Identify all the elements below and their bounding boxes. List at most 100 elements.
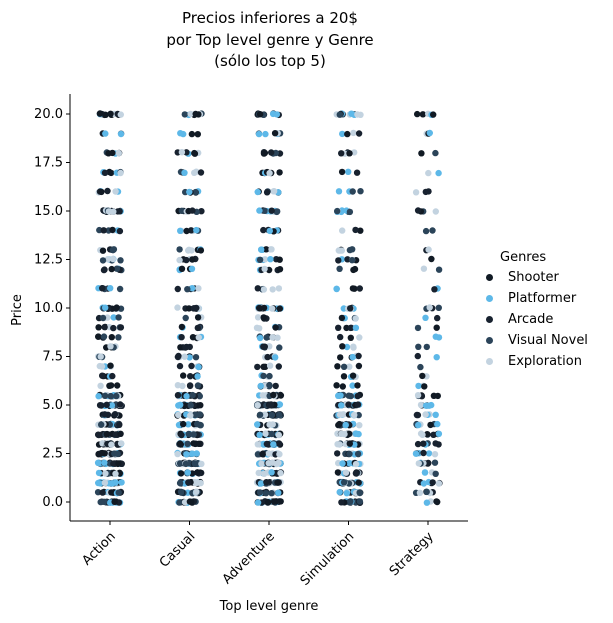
point-platformer	[102, 130, 109, 137]
point-exploration	[117, 111, 125, 118]
point-arcade	[354, 392, 361, 400]
point-visual-novel	[184, 286, 191, 293]
point-arcade	[420, 449, 427, 457]
point-arcade	[260, 343, 267, 350]
point-exploration	[268, 246, 275, 253]
point-exploration	[261, 256, 269, 263]
point-visual-novel	[346, 246, 354, 254]
y-axis-label: Price	[10, 294, 25, 326]
legend-item-arcade: Arcade	[486, 312, 553, 327]
axes: 0.0 2.5 5.0 7.5 10.0 12.5 15.0 17.5 20.0 Action Ca…	[10, 94, 468, 614]
point-shooter	[337, 354, 344, 361]
point-platformer	[333, 285, 340, 293]
point-shooter	[350, 266, 357, 274]
point-visual-novel	[100, 333, 108, 340]
point-exploration	[181, 353, 188, 360]
point-platformer	[343, 343, 351, 351]
point-visual-novel	[432, 149, 439, 157]
point-shooter	[428, 255, 435, 263]
point-exploration	[260, 286, 268, 293]
point-visual-novel	[268, 412, 276, 419]
point-shooter	[256, 111, 264, 118]
point-visual-novel	[260, 372, 267, 380]
point-shooter	[115, 460, 122, 467]
point-platformer	[254, 499, 262, 506]
point-shooter	[277, 498, 284, 505]
legend-label: Shooter	[508, 270, 559, 285]
point-shooter	[177, 470, 185, 477]
point-platformer	[425, 450, 433, 457]
point-visual-novel	[336, 111, 343, 118]
point-shooter	[333, 382, 340, 389]
point-shooter	[334, 469, 342, 476]
point-visual-novel	[189, 391, 196, 399]
point-arcade	[99, 285, 106, 292]
point-shooter	[195, 440, 202, 447]
legend-item-exploration: Exploration	[486, 354, 582, 369]
point-arcade	[414, 411, 422, 419]
point-arcade	[178, 334, 185, 341]
point-shooter	[272, 324, 279, 331]
point-exploration	[269, 286, 276, 293]
point-exploration	[181, 499, 189, 506]
point-shooter	[98, 188, 105, 196]
point-visual-novel	[107, 392, 114, 400]
point-exploration	[187, 412, 194, 419]
point-shooter	[354, 382, 361, 389]
point-shooter	[107, 362, 114, 369]
point-platformer	[188, 265, 196, 272]
point-shooter	[183, 227, 190, 235]
point-visual-novel	[256, 256, 264, 263]
y-tick-label: 10.0	[34, 301, 63, 316]
point-visual-novel	[177, 488, 185, 495]
point-exploration	[352, 315, 359, 322]
point-exploration	[336, 411, 344, 418]
point-platformer	[186, 188, 193, 196]
point-arcade	[178, 431, 185, 439]
point-shooter	[419, 372, 426, 380]
point-platformer	[101, 459, 108, 466]
point-platformer	[258, 246, 265, 253]
point-visual-novel	[346, 450, 353, 458]
point-visual-novel	[101, 392, 109, 399]
point-platformer	[270, 441, 277, 448]
point-visual-novel	[268, 430, 275, 438]
point-arcade	[414, 440, 422, 448]
point-shooter	[276, 169, 283, 176]
point-platformer	[257, 382, 264, 390]
point-arcade	[188, 362, 195, 370]
point-platformer	[349, 353, 356, 361]
point-visual-novel	[356, 498, 364, 505]
point-arcade	[174, 353, 182, 361]
point-visual-novel	[115, 314, 122, 321]
point-shooter	[260, 150, 268, 157]
legend-label: Exploration	[508, 354, 582, 369]
point-exploration	[275, 431, 282, 439]
point-exploration	[117, 169, 124, 177]
point-visual-novel	[191, 460, 198, 467]
point-shooter	[336, 420, 343, 428]
point-shooter	[108, 334, 116, 341]
point-exploration	[254, 441, 261, 448]
point-shooter	[260, 363, 267, 370]
point-arcade	[347, 324, 354, 332]
point-visual-novel	[176, 246, 183, 253]
point-arcade	[254, 363, 261, 371]
point-arcade	[254, 285, 261, 292]
point-shooter	[271, 130, 279, 137]
point-visual-novel	[176, 460, 184, 467]
point-exploration	[97, 353, 104, 360]
point-shooter	[191, 149, 198, 157]
point-exploration	[102, 470, 109, 477]
point-platformer	[339, 460, 346, 467]
point-platformer	[183, 393, 190, 400]
point-exploration	[351, 411, 358, 419]
point-exploration	[414, 392, 422, 399]
point-platformer	[102, 304, 109, 311]
point-exploration	[105, 208, 113, 215]
point-shooter	[180, 372, 187, 379]
point-visual-novel	[184, 440, 191, 447]
point-arcade	[435, 441, 442, 448]
point-shooter	[276, 266, 284, 273]
point-platformer	[107, 285, 114, 292]
